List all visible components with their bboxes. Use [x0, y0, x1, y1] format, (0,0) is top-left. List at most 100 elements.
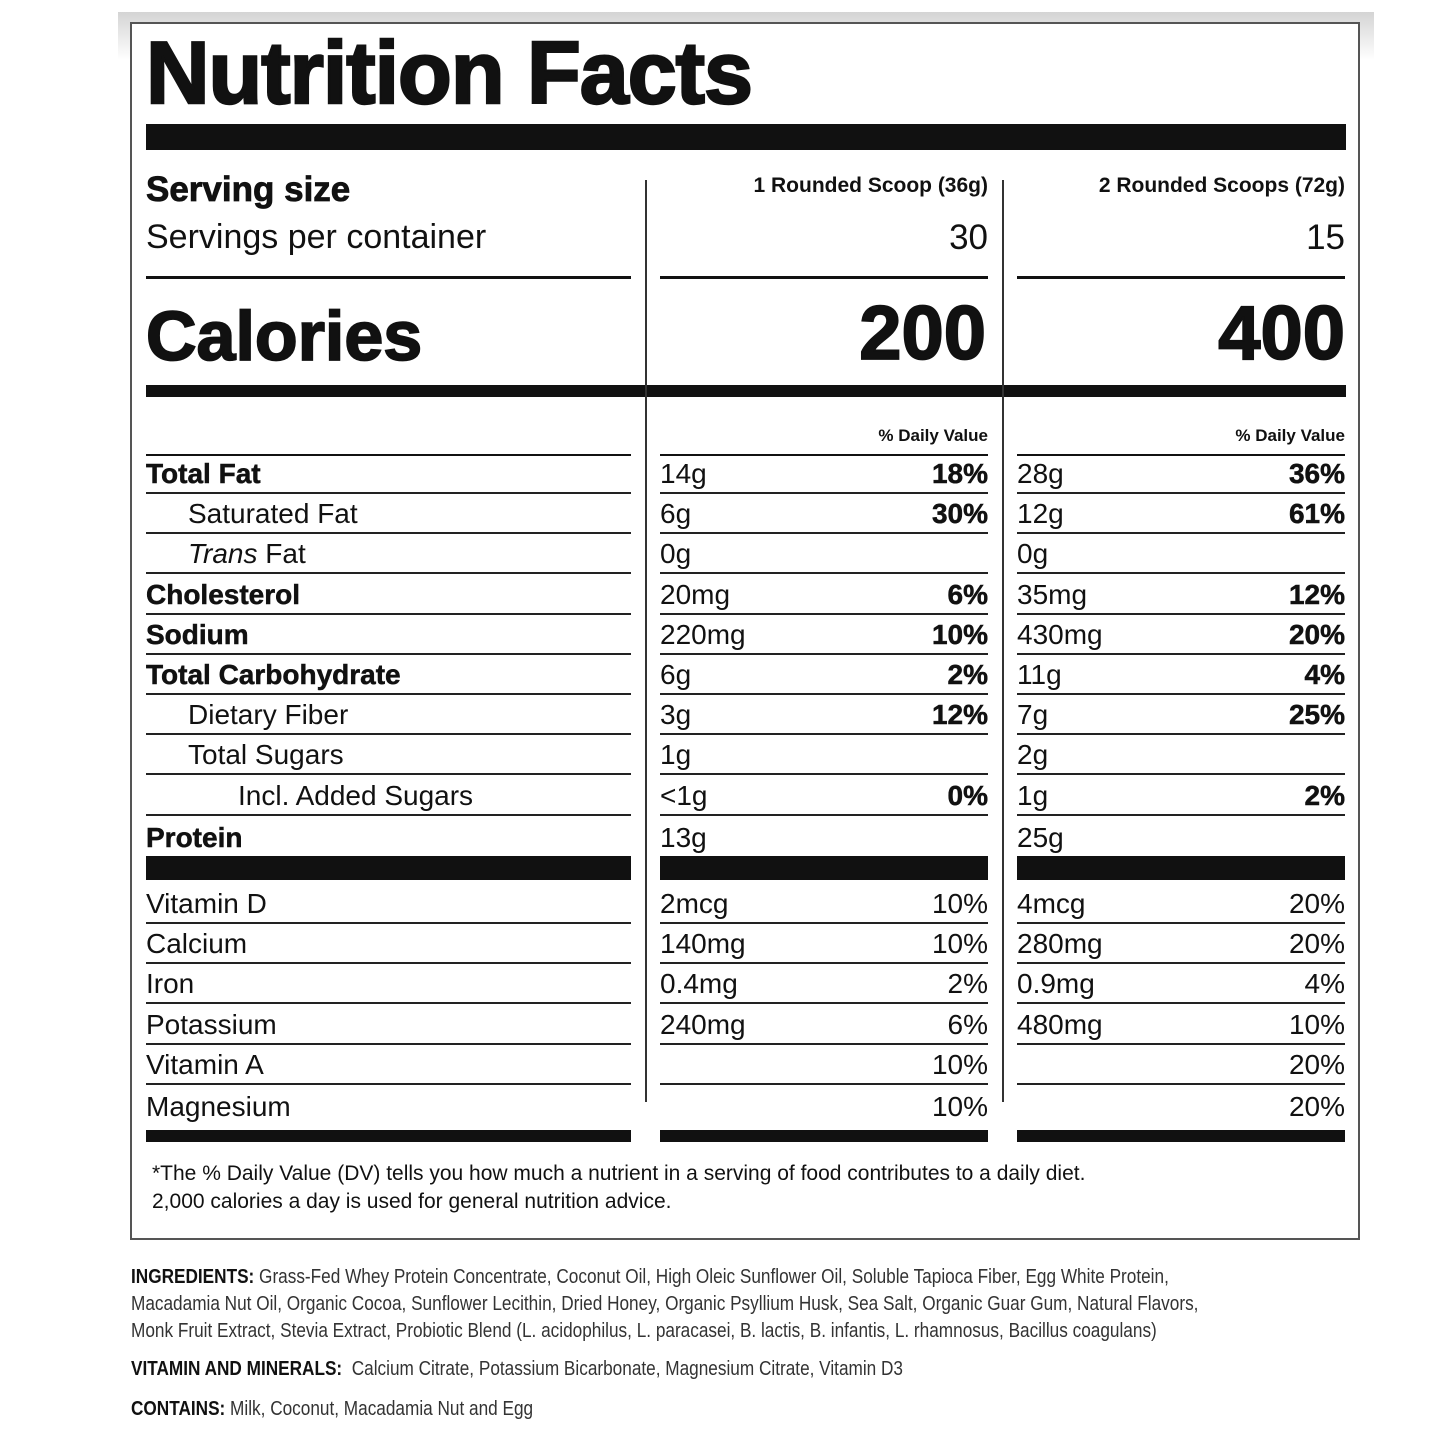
nutrient-c1-amount: 13g — [660, 821, 707, 853]
micronutrient-row: Calcium 140mg 10% 280mg 20% — [0, 924, 1445, 965]
nutrient-label: Trans Fat — [188, 537, 306, 571]
servings-rule-1 — [146, 276, 631, 279]
nutrient-c1-dv: 18% — [931, 458, 989, 490]
contains-text: Milk, Coconut, Macadamia Nut and Egg — [230, 1398, 534, 1420]
nutrient-c1-cell: 13g — [660, 816, 988, 856]
column-divider-1 — [645, 180, 647, 1102]
nutrient-c1-amount: 220mg — [660, 618, 746, 650]
micronutrient-label: Vitamin D — [146, 888, 267, 919]
nutrient-c2-amount: 25g — [1017, 821, 1064, 853]
calories-col1: 200 — [858, 290, 987, 377]
nutrient-c1-dv: 10% — [931, 618, 989, 651]
micronutrient-c1-amount: 140mg — [660, 928, 746, 960]
col1-serving-size: 1 Rounded Scoop (36g) — [753, 174, 988, 197]
nutrient-label-cell: Total Carbohydrate — [146, 655, 631, 695]
micronutrient-label-cell: Calcium — [146, 924, 631, 965]
nutrient-c1-cell: 1g — [660, 735, 988, 776]
nutrient-c1-cell: 3g 12% — [660, 695, 988, 736]
micronutrient-row: Iron 0.4mg 2% 0.9mg 4% — [0, 964, 1445, 1005]
micronutrient-c2-dv: 20% — [1288, 928, 1345, 960]
nutrient-label: Total Sugars — [188, 739, 344, 771]
nutrient-c2-dv: 36% — [1288, 458, 1346, 490]
dv-header-rule-3 — [1017, 454, 1345, 456]
nutrition-facts-panel — [130, 22, 1360, 1240]
col1-servings: 30 — [949, 218, 988, 257]
bottom-thick-rule-2 — [660, 1130, 988, 1142]
nutrient-label: Cholesterol — [146, 578, 301, 610]
nutrient-c2-dv: 2% — [1304, 779, 1345, 811]
nutrient-c2-cell: 28g 36% — [1017, 454, 1345, 494]
nutrient-c2-cell: 12g 61% — [1017, 494, 1346, 535]
nutrient-c1-cell: 6g 2% — [660, 655, 988, 695]
vitamins-minerals-line: VITAMIN AND MINERALS: Calcium Citrate, P… — [131, 1358, 903, 1381]
nutrient-c2-cell: 25g — [1017, 816, 1345, 856]
nutrient-c1-amount: 6g — [660, 498, 692, 530]
nutrient-label: Dietary Fiber — [188, 699, 349, 731]
bottom-thick-rule-1 — [146, 1130, 631, 1142]
title-rule — [146, 124, 1346, 150]
micronutrient-label: Vitamin A — [146, 1048, 264, 1080]
micronutrient-c2-cell: 4mcg 20% — [1017, 884, 1345, 924]
nutrient-c1-amount: 0g — [660, 538, 692, 570]
nutrient-row: Total Sugars 1g 2g — [0, 735, 1445, 776]
micronutrient-c1-dv: 2% — [947, 968, 988, 1000]
nutrient-row: Dietary Fiber 3g 12% 7g 25% — [0, 695, 1445, 736]
micronutrient-row: Vitamin A 10% 20% — [0, 1045, 1445, 1085]
micronutrient-c2-cell: 20% — [1017, 1085, 1345, 1125]
nutrient-label-cell: Cholesterol — [146, 575, 631, 615]
nutrient-label-cell: Dietary Fiber — [146, 695, 631, 736]
nutrient-row: Cholesterol 20mg 6% 35mg 12% — [0, 575, 1445, 615]
nutrient-c1-cell: 14g 18% — [660, 454, 988, 494]
micronutrient-label-cell: Vitamin D — [146, 884, 631, 924]
micronutrient-label-cell: Potassium — [146, 1005, 631, 1045]
panel-title: Nutrition Facts — [145, 23, 754, 122]
nutrient-row: Total Carbohydrate 6g 2% 11g 4% — [0, 655, 1445, 695]
nutrient-label-cell: Protein — [146, 816, 631, 856]
servings-rule-3 — [1017, 276, 1345, 279]
nutrient-c2-cell: 7g 25% — [1017, 695, 1345, 736]
nutrient-c2-dv: 61% — [1288, 498, 1346, 530]
micronutrient-row: Magnesium 10% 20% — [0, 1085, 1445, 1125]
protein-thick-rule-2 — [660, 856, 988, 880]
nutrient-label-cell: Trans Fat — [146, 534, 631, 575]
nutrient-c1-amount: 20mg — [660, 578, 731, 610]
nutrient-label: Protein — [146, 821, 243, 854]
nutrient-label: Total Carbohydrate — [146, 659, 401, 691]
nutrient-label: Incl. Added Sugars — [238, 779, 474, 811]
nutrient-c2-cell: 2g — [1017, 735, 1345, 776]
nutrient-c1-cell: 6g 30% — [660, 494, 988, 535]
micronutrient-c2-cell: 20% — [1017, 1045, 1345, 1085]
micronutrient-c1-dv: 10% — [931, 1048, 988, 1080]
micronutrient-c1-dv: 6% — [947, 1008, 988, 1040]
dv-header-rule-1 — [146, 454, 631, 456]
nutrient-label: Saturated Fat — [188, 498, 358, 530]
micronutrient-c1-amount: 240mg — [660, 1008, 746, 1040]
protein-thick-rule-3 — [1017, 856, 1345, 880]
micronutrient-c1-cell: 10% — [660, 1045, 988, 1085]
calories-label: Calories — [145, 296, 423, 376]
column-divider-2 — [1002, 180, 1004, 1102]
micronutrient-c2-amount: 0.9mg — [1017, 968, 1095, 1000]
protein-thick-rule-1 — [146, 856, 631, 880]
nutrient-label-rest: Fat — [257, 538, 306, 570]
micronutrient-label: Potassium — [146, 1008, 277, 1040]
nutrient-row: Total Fat 14g 18% 28g 36% — [0, 454, 1445, 494]
nutrient-c2-amount: 7g — [1017, 699, 1049, 731]
ingredients-line-2: Macadamia Nut Oil, Organic Cocoa, Sunflo… — [131, 1293, 1199, 1315]
nutrient-label-cell: Saturated Fat — [146, 494, 631, 535]
micronutrient-c1-amount: 0.4mg — [660, 968, 738, 1000]
nutrient-row: Trans Fat 0g 0g — [0, 534, 1445, 575]
nutrient-label-italic: Trans — [188, 538, 258, 570]
micronutrient-c1-cell: 10% — [660, 1085, 988, 1125]
micronutrient-c1-dv: 10% — [931, 1091, 988, 1122]
micronutrient-c2-cell: 480mg 10% — [1017, 1005, 1345, 1045]
nutrient-label-cell: Total Fat — [146, 454, 631, 494]
micronutrient-c2-dv: 20% — [1288, 888, 1345, 919]
nutrient-c2-cell: 430mg 20% — [1017, 615, 1345, 655]
nutrient-c1-amount: 1g — [660, 739, 692, 771]
dv-header-rule-2 — [660, 454, 988, 456]
micronutrient-c1-cell: 2mcg 10% — [660, 884, 988, 924]
nutrient-c2-dv: 4% — [1304, 659, 1345, 691]
micronutrient-c2-amount: 280mg — [1017, 928, 1103, 960]
micronutrient-label: Magnesium — [146, 1091, 291, 1122]
